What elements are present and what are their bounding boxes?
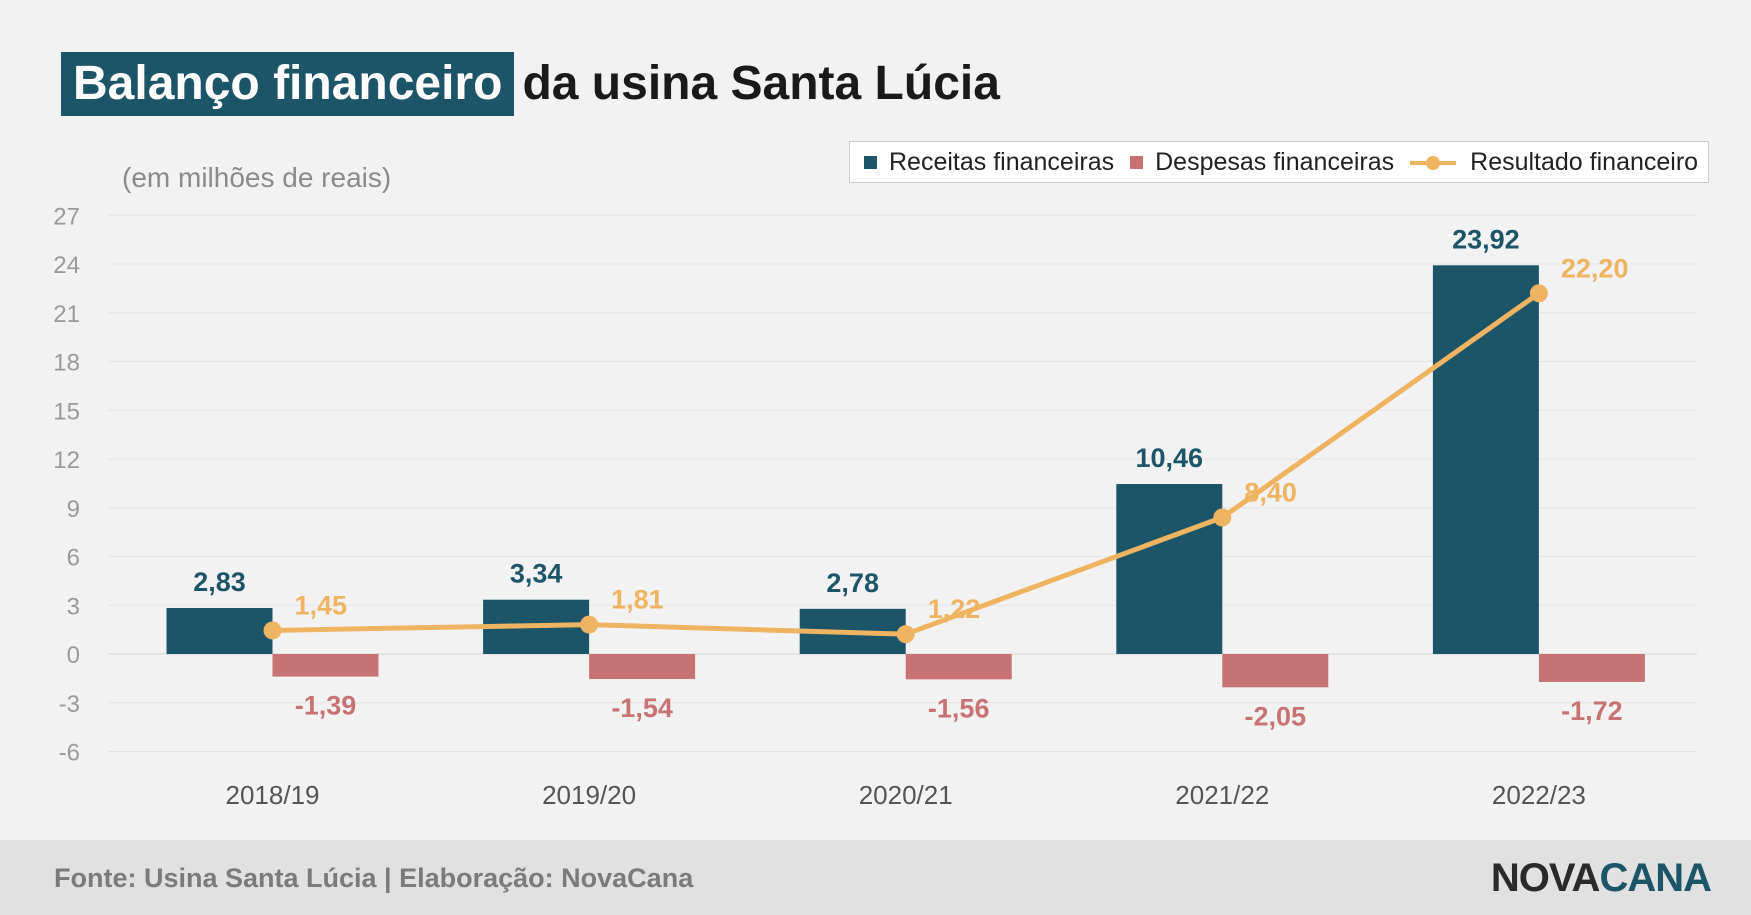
x-axis-ticks: 2018/19 2019/20 2020/21 2021/22 2022/23 [226, 780, 1586, 810]
data-labels: 2,83 -1,39 3,34 -1,54 2,78 -1,56 10,46 -2,05 23,… [193, 224, 1628, 731]
bars [166, 265, 1645, 688]
result-point [1529, 284, 1548, 303]
y-tick-label: 3 [67, 593, 80, 620]
label-despesas: -1,72 [1561, 696, 1623, 726]
novacana-logo: NOVACANA [1490, 856, 1712, 901]
y-tick-label: 18 [53, 350, 80, 377]
legend-label-receitas: Receitas financeiras [889, 147, 1115, 176]
y-tick-label: -6 [59, 740, 80, 767]
legend-label-resultado: Resultado financeiro [1470, 147, 1699, 176]
legend-swatch-despesas [1130, 155, 1144, 169]
logo-part-1: NOVA [1490, 856, 1601, 900]
grid-lines [108, 214, 1697, 752]
y-axis-ticks: 27 24 21 18 15 12 9 6 3 0 -3 -6 [53, 203, 80, 766]
label-receitas: 10,46 [1136, 443, 1204, 473]
footer: Fonte: Usina Santa Lúcia | Elaboração: N… [0, 840, 1751, 915]
label-despesas: -1,54 [611, 693, 673, 723]
legend-item-receitas: Receitas financeiras [864, 148, 1114, 177]
bar-receitas [1116, 484, 1223, 654]
source-credit: Fonte: Usina Santa Lúcia | Elaboração: N… [54, 863, 694, 893]
y-tick-label: 0 [67, 642, 80, 669]
result-line [263, 284, 1548, 644]
y-tick-label: 6 [67, 545, 80, 572]
result-line-path [272, 291, 1541, 637]
result-point [263, 621, 282, 640]
legend-swatch-receitas [864, 155, 877, 169]
bar-despesas [272, 654, 379, 677]
x-tick-label: 2022/23 [1492, 780, 1586, 810]
x-tick-label: 2018/19 [226, 780, 320, 810]
y-tick-label: 27 [53, 203, 80, 230]
y-tick-label: 21 [53, 301, 80, 328]
y-tick-label: -3 [59, 691, 80, 718]
bar-receitas [1432, 265, 1539, 654]
logo-part-2: CANA [1599, 856, 1712, 900]
title-highlight: Balanço financeiro [61, 52, 515, 116]
label-receitas: 2,78 [826, 568, 879, 598]
bar-receitas [166, 608, 273, 654]
bar-despesas [1538, 654, 1645, 682]
x-tick-label: 2019/20 [542, 780, 636, 810]
y-tick-label: 9 [67, 496, 80, 523]
label-despesas: -1,56 [928, 693, 990, 723]
result-point [1213, 508, 1232, 527]
label-resultado: 8,40 [1244, 478, 1297, 508]
label-resultado: 1,81 [611, 585, 664, 615]
label-receitas: 2,83 [193, 567, 246, 597]
label-resultado: 1,22 [928, 594, 981, 624]
label-despesas: -1,39 [295, 691, 357, 721]
unit-label: (em milhões de reais) [122, 162, 392, 193]
y-tick-label: 24 [53, 252, 80, 279]
result-point [896, 625, 915, 644]
label-despesas: -2,05 [1245, 701, 1307, 731]
x-tick-label: 2020/21 [859, 780, 953, 810]
legend-swatch-resultado [1410, 155, 1457, 170]
chart-title: Balanço financeiro da usina Santa Lúcia [61, 52, 1000, 116]
legend-label-despesas: Despesas financeiras [1155, 147, 1395, 176]
label-resultado: 22,20 [1561, 253, 1629, 283]
x-tick-label: 2021/22 [1175, 780, 1269, 810]
bar-despesas [589, 654, 696, 680]
y-tick-label: 15 [53, 398, 80, 425]
label-resultado: 1,45 [295, 590, 348, 620]
label-receitas: 3,34 [510, 559, 563, 589]
result-point [580, 615, 599, 634]
legend-item-despesas: Despesas financeiras [1130, 148, 1394, 177]
bar-despesas [905, 654, 1012, 680]
legend: Receitas financeiras Despesas financeira… [849, 141, 1710, 183]
y-tick-label: 12 [53, 447, 80, 474]
title-rest: da usina Santa Lúcia [522, 57, 1000, 110]
legend-item-resultado: Resultado financeiro [1410, 148, 1698, 177]
label-receitas: 23,92 [1452, 224, 1520, 254]
bar-despesas [1222, 654, 1329, 688]
